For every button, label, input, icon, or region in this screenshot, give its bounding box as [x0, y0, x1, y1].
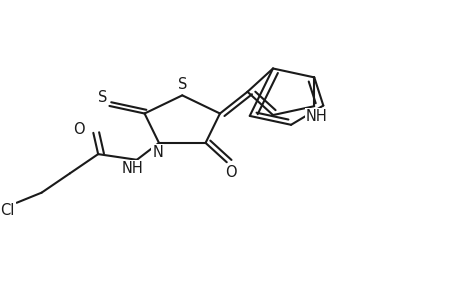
- Text: S: S: [98, 90, 107, 105]
- Text: S: S: [177, 77, 186, 92]
- Text: O: O: [73, 122, 84, 137]
- Text: O: O: [225, 165, 236, 180]
- Text: Cl: Cl: [0, 203, 15, 218]
- Text: N: N: [152, 145, 162, 160]
- Text: NH: NH: [121, 161, 143, 176]
- Text: NH: NH: [305, 109, 327, 124]
